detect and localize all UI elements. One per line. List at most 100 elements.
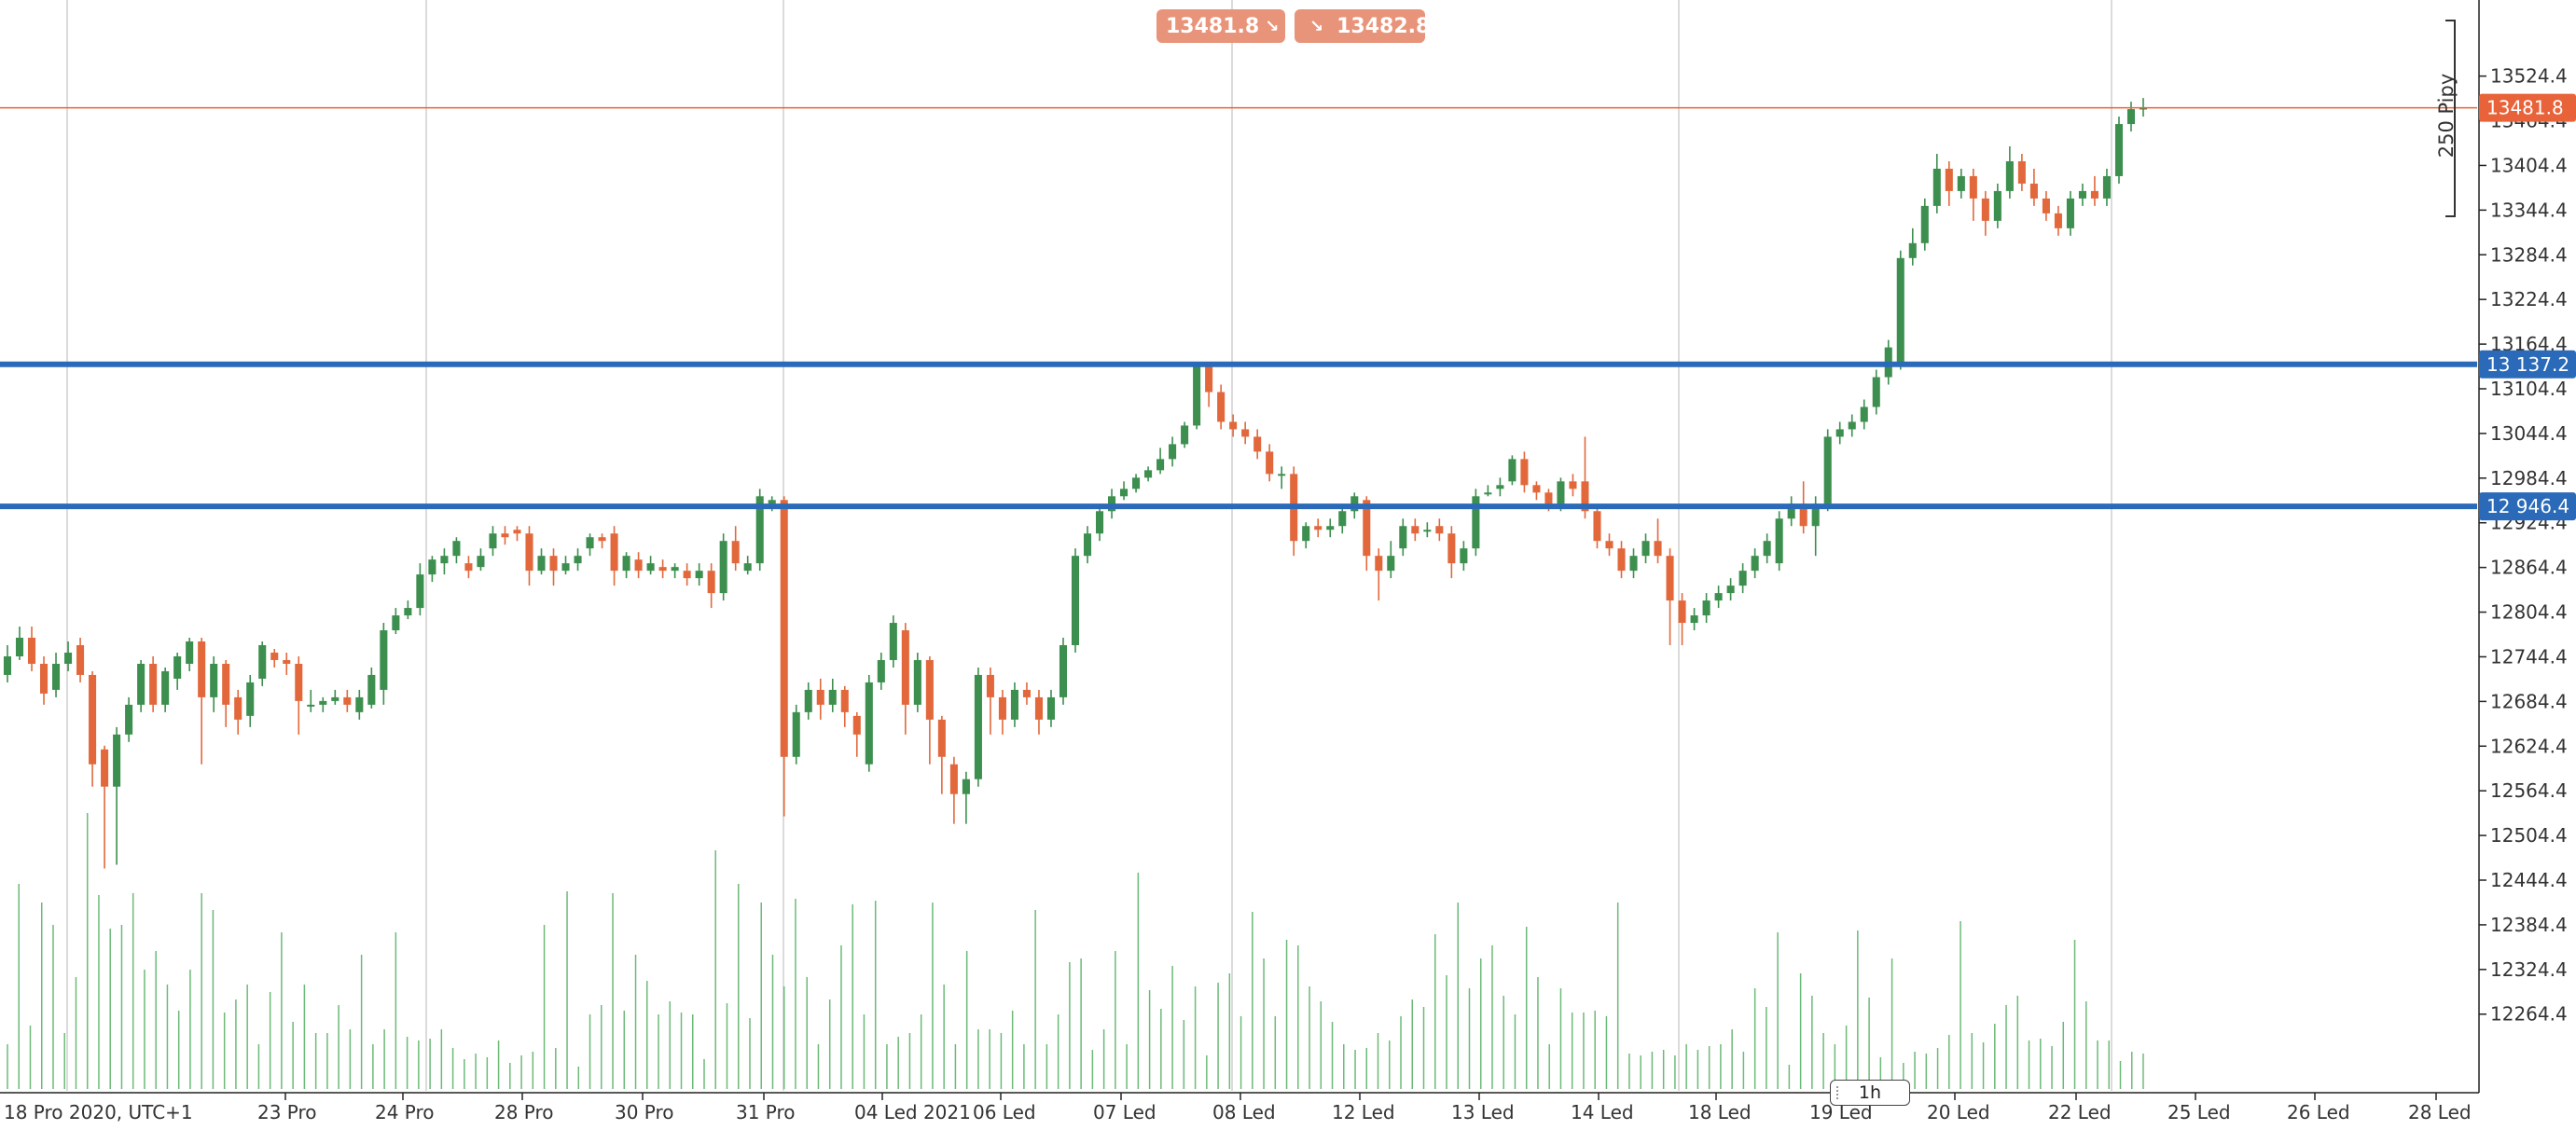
y-tick-label: 12564.4 — [2490, 779, 2568, 802]
candle-body — [149, 663, 158, 705]
candle-body — [1726, 586, 1735, 594]
candle-body — [731, 541, 740, 564]
candle-body — [768, 500, 776, 504]
candle-body — [913, 659, 921, 705]
drag-handle-icon[interactable] — [1836, 1086, 1844, 1099]
candle-body — [925, 659, 934, 720]
candle-body — [137, 663, 145, 705]
y-tick-label: 12984.4 — [2490, 467, 2568, 489]
candle-body — [1678, 600, 1686, 624]
candle-body — [161, 670, 170, 705]
level-tag: 12 946.4 — [2486, 495, 2569, 517]
x-tick-label: 25 Led — [2167, 1101, 2231, 1123]
candle-body — [901, 630, 909, 705]
y-tick-label: 13284.4 — [2490, 243, 2568, 266]
y-tick-label: 12504.4 — [2490, 824, 2568, 847]
candle-body — [1969, 175, 1977, 199]
candle-body — [1314, 526, 1323, 531]
candle-body — [2054, 213, 2062, 228]
candle-body — [695, 571, 703, 579]
candle-body — [173, 655, 182, 679]
range-label: 250 Pipy — [2435, 74, 2458, 158]
candle-body — [1156, 459, 1165, 471]
candle-body — [283, 659, 291, 664]
candle-body — [2090, 190, 2098, 199]
candle-body — [1775, 518, 1783, 564]
candle-body — [707, 571, 715, 594]
candle-body — [671, 567, 679, 572]
candle-body — [1544, 492, 1553, 504]
x-tick-label: 07 Led — [1093, 1101, 1156, 1123]
y-tick-label: 12324.4 — [2490, 958, 2568, 981]
candle-body — [658, 567, 667, 572]
candle-body — [1387, 556, 1395, 572]
candle-body — [1763, 541, 1771, 557]
candle-body — [15, 638, 24, 656]
candle-body — [780, 500, 788, 757]
candle-body — [1896, 257, 1904, 365]
candle-body — [1034, 696, 1043, 720]
candle-body — [52, 663, 61, 690]
candle-body — [1945, 168, 1953, 191]
candle-body — [1010, 689, 1018, 720]
volume-bars — [7, 813, 2144, 1089]
timeframe-selector[interactable]: 1h — [1830, 1080, 1910, 1106]
candle-body — [2114, 124, 2124, 176]
x-tick-label: 13 Led — [1451, 1101, 1515, 1123]
candle-body — [1046, 696, 1056, 720]
x-axis: 18 Pro 2020, UTC+1 23 Pro 24 Pro 28 Pro 30 P… — [0, 1092, 2479, 1123]
x-tick-label: 04 Led 2021 — [854, 1101, 971, 1123]
candle-body — [2139, 107, 2148, 110]
candle-body — [2126, 109, 2136, 125]
range-bracket: 250 Pipy — [2435, 20, 2458, 217]
candle-body — [1738, 571, 1747, 586]
candle-body — [1908, 242, 1917, 258]
x-tick-label: 30 Pro — [615, 1101, 674, 1123]
candle-body — [949, 764, 958, 794]
candle-body — [2029, 183, 2038, 199]
candle-body — [1641, 541, 1650, 557]
candle-body — [501, 533, 509, 538]
candle-body — [598, 537, 606, 542]
y-tick-label: 13224.4 — [2490, 288, 2568, 310]
candle-body — [27, 638, 36, 664]
candle-body — [513, 530, 521, 534]
candle-body — [331, 696, 339, 701]
candle-body — [1872, 377, 1880, 407]
x-tick-label: 12 Led — [1332, 1101, 1395, 1123]
candle-body — [865, 682, 873, 765]
candle-body — [646, 563, 655, 572]
candle-body — [1557, 481, 1565, 504]
candle-body — [3, 655, 12, 675]
candle-body — [2042, 198, 2050, 214]
y-tick-label: 12804.4 — [2490, 601, 2568, 624]
level-tag-bg — [2479, 492, 2576, 521]
candle-body — [319, 700, 327, 705]
candle-body — [1496, 485, 1504, 489]
candle-body — [1520, 459, 1529, 486]
x-tick-label: 20 Led — [1927, 1101, 1990, 1123]
candle-body — [234, 696, 242, 720]
candle-body — [852, 715, 861, 735]
candle-body — [428, 559, 436, 575]
candle-body — [1787, 503, 1795, 519]
y-tick-label: 13344.4 — [2490, 199, 2568, 221]
sell-price-box[interactable]: 13481.8 ↘ — [1156, 9, 1285, 43]
x-tick-label: 31 Pro — [736, 1101, 796, 1123]
candle-body — [986, 674, 994, 697]
candle-body — [1181, 425, 1189, 445]
candle-body — [1569, 481, 1577, 489]
sell-price: 13481.8 — [1166, 14, 1260, 38]
buy-price-box[interactable]: ↘ 13482.8 — [1295, 9, 1430, 43]
candle-body — [1751, 556, 1759, 572]
y-tick-label: 12684.4 — [2490, 690, 2568, 712]
candle-body — [962, 779, 970, 794]
horizontal-levels[interactable] — [0, 106, 2477, 510]
candle-body — [1423, 530, 1432, 532]
candle-body — [828, 689, 837, 705]
x-tick-label: 26 Led — [2287, 1101, 2350, 1123]
candle-body — [2017, 160, 2026, 184]
arrow-down-right-icon: ↘ — [1309, 16, 1324, 36]
candle-body — [1714, 593, 1723, 601]
